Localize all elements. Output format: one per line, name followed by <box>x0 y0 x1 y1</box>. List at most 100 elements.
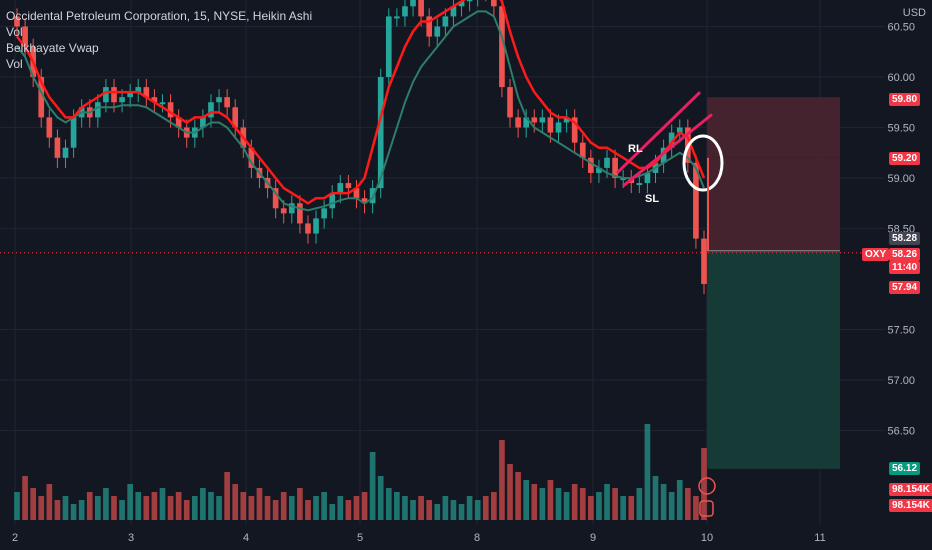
candle-body <box>458 1 465 7</box>
candle-body <box>418 0 424 17</box>
candle-body <box>555 122 562 133</box>
candle-body <box>111 87 117 103</box>
volume-bar <box>442 496 449 520</box>
candle-body <box>305 223 311 234</box>
price-tick-label: 60.50 <box>887 22 915 34</box>
chart-title: Occidental Petroleum Corporation, 15, NY… <box>6 9 313 23</box>
candle-body <box>232 107 239 128</box>
chart-header: Occidental Petroleum Corporation, 15, NY… <box>6 8 312 72</box>
candle-body <box>70 117 77 148</box>
volume-bar <box>127 484 133 520</box>
candle-body <box>151 97 158 103</box>
volume-bar <box>426 500 433 520</box>
symbol-badge: OXY <box>862 248 890 261</box>
time-tick-label: 11 <box>814 532 825 544</box>
volume-bar <box>151 492 158 520</box>
volume-bar <box>240 492 247 520</box>
volume-bar <box>466 496 473 520</box>
candle-body <box>693 162 699 239</box>
volume-bar <box>499 440 505 520</box>
candle-body <box>14 16 20 27</box>
volume-bar <box>434 504 441 520</box>
candle-body <box>377 77 384 189</box>
price-tick-label: 57.00 <box>887 375 915 387</box>
volume-bar <box>474 500 481 520</box>
volume-bar <box>321 492 327 520</box>
volume-badge-2: 98.154K <box>889 499 932 512</box>
volume-bar <box>612 488 618 520</box>
candle-body <box>450 6 457 17</box>
time-tick-label: 3 <box>128 532 134 544</box>
volume-bar <box>216 496 222 520</box>
candle-body <box>297 203 303 224</box>
candle-body <box>321 208 327 219</box>
volume-bar <box>604 484 610 520</box>
countdown-badge: 11:40 <box>889 261 921 274</box>
volume-bar <box>588 496 594 520</box>
candle-body <box>547 117 554 133</box>
volume-bar <box>555 488 562 520</box>
volume-bar <box>272 500 279 520</box>
volume-bar <box>78 500 85 520</box>
volume-bar <box>394 492 400 520</box>
volume-bar <box>402 496 408 520</box>
candle-body <box>353 188 360 199</box>
volume-bar <box>143 496 150 520</box>
volume-bar <box>54 500 61 520</box>
candle-body <box>361 198 368 204</box>
candle-body <box>701 238 707 285</box>
stop-price-badge: 59.80 <box>889 93 921 106</box>
volume-bar <box>183 500 190 520</box>
volume-bar <box>313 496 319 520</box>
volume-bar <box>596 492 602 520</box>
volume-bar <box>200 488 206 520</box>
volume-bar <box>701 448 707 520</box>
volume-bar <box>297 488 303 520</box>
volume-bar <box>305 500 311 520</box>
candle-body <box>127 92 133 98</box>
candle-body <box>329 193 336 209</box>
volume-bar <box>539 488 546 520</box>
candle-body <box>103 87 109 103</box>
volume-bar <box>636 488 643 520</box>
volume-bar <box>410 500 416 520</box>
channel-upper-line <box>615 91 702 175</box>
candle-body <box>224 97 230 108</box>
risk-zone <box>707 157 840 251</box>
volume-bar <box>329 504 336 520</box>
candle-body <box>208 102 214 118</box>
indicator-vol[interactable]: Vol <box>6 25 23 39</box>
candle-body <box>539 117 546 123</box>
vwap-line <box>16 10 705 212</box>
volume-bars <box>14 424 707 520</box>
volume-bar <box>280 492 287 520</box>
volume-bar <box>103 488 109 520</box>
indicator-vol-2[interactable]: Vol <box>6 57 23 71</box>
volume-bar <box>232 484 239 520</box>
time-tick-label: 4 <box>243 532 249 544</box>
candle-body <box>394 16 400 19</box>
currency-label: USD <box>902 7 926 19</box>
candle-body <box>571 117 578 143</box>
candle-body <box>313 218 319 234</box>
volume-bar <box>458 504 465 520</box>
volume-bar <box>418 496 424 520</box>
volume-bar <box>337 496 344 520</box>
volume-bar <box>482 496 489 520</box>
candle-body <box>272 188 279 209</box>
volume-bar <box>361 492 368 520</box>
candle-body <box>676 127 683 133</box>
volume-bar <box>208 492 214 520</box>
candle-body <box>143 87 150 98</box>
indicator-vwap[interactable]: Belkhayate Vwap <box>6 41 99 55</box>
candle-body <box>410 0 416 7</box>
candle-body <box>175 117 182 128</box>
price-tick-label: 59.00 <box>887 173 915 185</box>
candle-body <box>507 87 513 118</box>
time-tick-label: 2 <box>12 532 18 544</box>
volume-bar <box>685 488 691 520</box>
price-tick-label: 60.00 <box>887 72 915 84</box>
volume-bar <box>353 496 360 520</box>
